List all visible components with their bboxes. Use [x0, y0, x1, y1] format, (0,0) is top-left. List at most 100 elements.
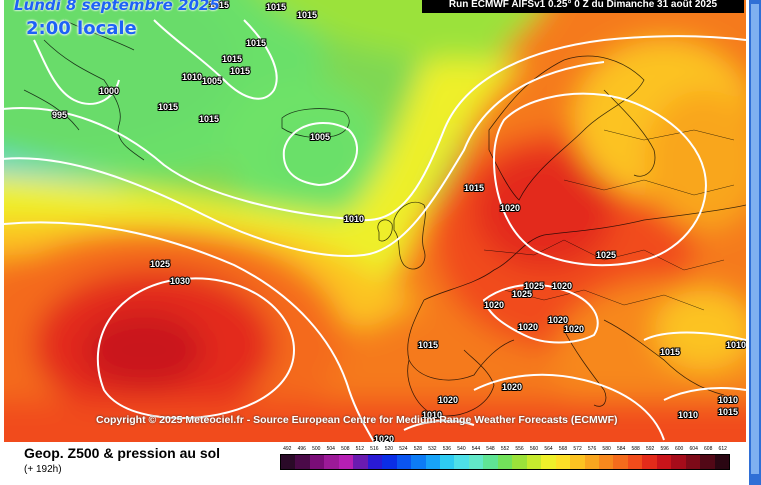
scale-label: 492 [283, 446, 292, 452]
scale-swatch [541, 455, 556, 469]
scale-label: 540 [457, 446, 466, 452]
scale-swatch [570, 455, 585, 469]
isobar-label: 1015 [660, 347, 680, 357]
color-scale-labels: 492 496 500 504 508 512 516 520 524 528 532 536 540 5… [280, 446, 730, 452]
scale-swatch [281, 455, 296, 469]
isobar-label: 1015 [418, 340, 438, 350]
isobar-label: 1005 [310, 132, 330, 142]
run-info: Run ECMWF AIFSv1 0.25° 0 Z du Dimanche 3… [422, 0, 744, 13]
isobar-label: 995 [52, 110, 67, 120]
isobar-label: 1025 [596, 250, 616, 260]
scale-label: 584 [616, 446, 626, 452]
scale-label: 524 [399, 446, 408, 452]
isobar-label: 1010 [182, 72, 202, 82]
scale-label: 596 [660, 446, 669, 452]
isobar-label: 1010 [422, 410, 442, 420]
scale-swatch [700, 455, 715, 469]
scale-swatch [396, 455, 412, 469]
scale-label: 580 [602, 446, 611, 452]
color-scale-bar [280, 454, 730, 470]
legend-title: Geop. Z500 & pression au sol [24, 445, 221, 461]
scale-swatch [295, 455, 310, 469]
scale-label: 568 [558, 446, 568, 452]
isobar-label: 1015 [297, 10, 317, 20]
isobar-label: 1025 [524, 281, 544, 291]
isobar-label: 1025 [512, 289, 532, 299]
scale-swatch [454, 455, 469, 469]
isobar-label: 1020 [374, 434, 394, 442]
scale-swatch [483, 455, 498, 469]
scale-swatch [382, 455, 397, 469]
scale-label: 564 [544, 446, 553, 452]
isobar-label: 1015 [718, 407, 738, 417]
isobar-label: 1015 [464, 183, 484, 193]
scale-swatch [627, 455, 643, 469]
scale-swatch [468, 455, 484, 469]
isobar-label: 1015 [158, 102, 178, 112]
scale-label: 520 [384, 446, 394, 452]
scale-label: 508 [341, 446, 350, 452]
pressure-map: 1015 1015 1015 1015 1015 1015 1010 1000 1005 995 1… [4, 0, 746, 442]
isobar-labels: 1015 1015 1015 1015 1015 1015 1010 1000 1005 995 1… [51, 0, 746, 442]
isobar-label: 1005 [202, 76, 222, 86]
isobar-label: 1015 [230, 66, 250, 76]
scale-label: 576 [587, 446, 597, 452]
isobar-label: 1010 [718, 395, 738, 405]
scale-label: 588 [631, 446, 640, 452]
isobar-label: 1010 [726, 340, 746, 350]
forecast-date: Lundi 8 septembre 2025 [14, 0, 220, 14]
scale-swatch [714, 455, 730, 469]
isobar-label: 1015 [199, 114, 219, 124]
scrollbar-thumb[interactable] [751, 4, 759, 474]
isobar-label: 1015 [209, 0, 229, 10]
isobar-label: 1015 [266, 2, 286, 12]
isobar-label: 1020 [502, 382, 522, 392]
isobars [4, 19, 746, 442]
scale-swatch [685, 455, 701, 469]
geopotential-field [4, 0, 746, 442]
scale-swatch [584, 455, 599, 469]
scale-label: 504 [326, 446, 335, 452]
isobar-label: 1020 [518, 322, 538, 332]
scale-swatch [324, 455, 339, 469]
isobar-label: 1015 [222, 54, 242, 64]
scale-label: 612 [718, 446, 727, 452]
scale-swatch [367, 455, 383, 469]
scale-label: 604 [689, 446, 698, 452]
scale-label: 528 [413, 446, 423, 452]
scale-label: 544 [471, 446, 481, 452]
isobar-label: 1020 [438, 395, 458, 405]
scale-swatch [309, 455, 325, 469]
scale-swatch [671, 455, 686, 469]
scale-swatch [598, 455, 614, 469]
scale-swatch [439, 455, 455, 469]
isobar-label: 1025 [150, 259, 170, 269]
scale-swatch [353, 455, 368, 469]
vertical-scrollbar[interactable] [749, 0, 761, 485]
isobar-label: 1000 [99, 86, 119, 96]
scale-label: 556 [515, 446, 524, 452]
scale-label: 592 [645, 446, 655, 452]
isobar-label: 1020 [484, 300, 504, 310]
legend-panel: Geop. Z500 & pression au sol (+ 192h) 49… [4, 442, 746, 485]
scale-swatch [411, 455, 426, 469]
scale-label: 500 [312, 446, 321, 452]
scale-label: 572 [573, 446, 582, 452]
scale-label: 496 [297, 446, 306, 452]
legend-subtitle: (+ 192h) [24, 464, 62, 475]
scale-swatch [425, 455, 440, 469]
scale-swatch [512, 455, 527, 469]
isobar-label: 1020 [500, 203, 520, 213]
isobar-label: 1030 [170, 276, 190, 286]
scale-label: 516 [370, 446, 379, 452]
forecast-time: 2:00 locale [26, 18, 137, 39]
scale-label: 532 [428, 446, 437, 452]
map-canvas: 1015 1015 1015 1015 1015 1015 1010 1000 1005 995 1… [4, 0, 746, 442]
scale-swatch [656, 455, 672, 469]
isobar-label: 1020 [552, 281, 572, 291]
scale-label: 548 [486, 446, 495, 452]
scale-swatch [526, 455, 542, 469]
scale-swatch [338, 455, 354, 469]
scale-label: 560 [529, 446, 539, 452]
